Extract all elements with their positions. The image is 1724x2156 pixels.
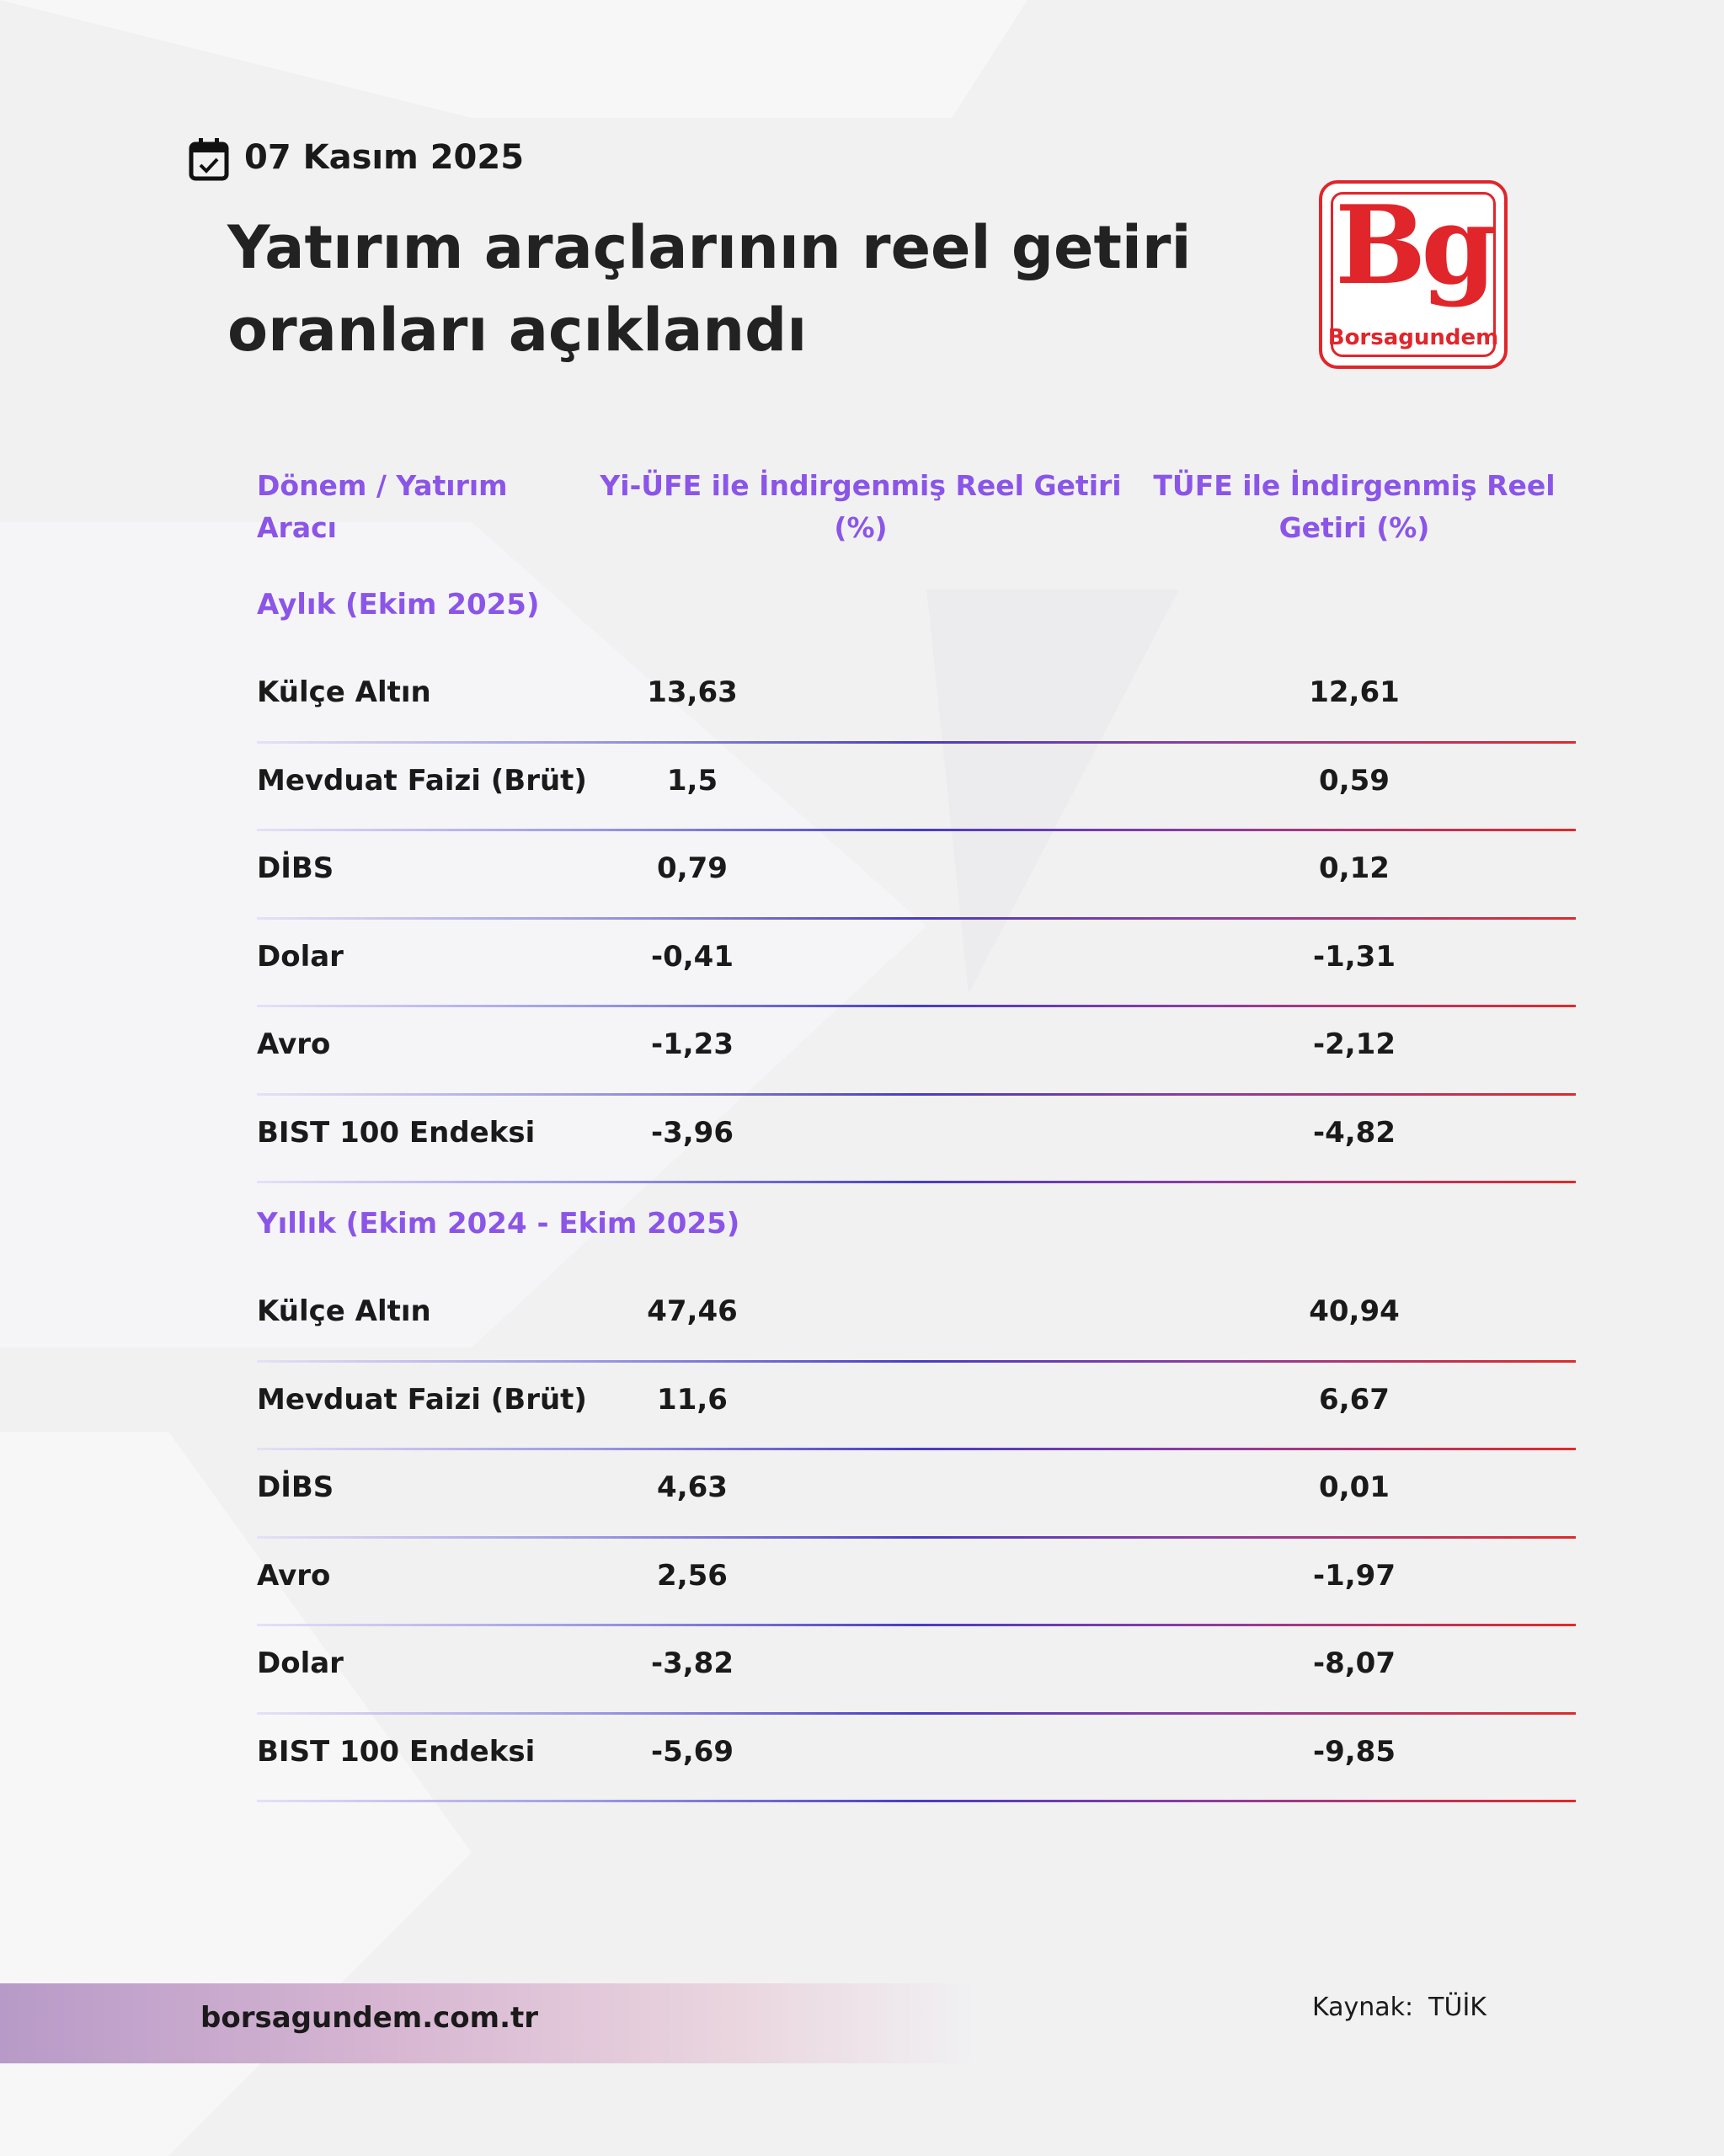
label-cell: BIST 100 Endeksi bbox=[257, 1734, 536, 1769]
table-section: Yıllık (Ekim 2024 - Ekim 2025) Külçe Altı… bbox=[257, 1158, 1576, 1802]
value-cell: 6,67 bbox=[1319, 1382, 1390, 1417]
row-divider bbox=[257, 1092, 1576, 1096]
row-divider bbox=[257, 1711, 1576, 1715]
table-row: Dolar -3,82 -8,07 bbox=[257, 1626, 1576, 1715]
value-cell: 0,59 bbox=[1319, 763, 1390, 798]
row-divider bbox=[257, 916, 1576, 920]
section-title: Aylık (Ekim 2025) bbox=[257, 588, 540, 622]
table-row: BIST 100 Endeksi -5,69 -9,85 bbox=[257, 1715, 1576, 1802]
logo: Bg Borsagundem bbox=[1319, 180, 1508, 369]
column-header: TÜFE ile İndirgenmiş Reel Getiri (%) bbox=[1153, 469, 1556, 544]
table-row: Avro 2,56 -1,97 bbox=[257, 1539, 1576, 1626]
label-cell: Avro bbox=[257, 1027, 331, 1061]
row-divider bbox=[257, 1005, 1576, 1007]
headline: Yatırım araçlarının reel getiri oranları… bbox=[227, 206, 1191, 371]
label-cell: Mevduat Faizi (Brüt) bbox=[257, 1382, 587, 1417]
label-cell: BIST 100 Endeksi bbox=[257, 1115, 536, 1150]
row-divider bbox=[257, 1181, 1576, 1183]
label-cell: Külçe Altın bbox=[257, 1294, 431, 1328]
value-cell: 0,01 bbox=[1319, 1470, 1390, 1504]
row-divider bbox=[257, 1800, 1576, 1802]
source-value: TÜİK bbox=[1428, 1993, 1486, 2022]
value-cell: 11,6 bbox=[657, 1382, 728, 1417]
table-row: Mevduat Faizi (Brüt) 11,6 6,67 bbox=[257, 1363, 1576, 1450]
label-cell: Mevduat Faizi (Brüt) bbox=[257, 763, 587, 798]
table-row: Dolar -0,41 -1,31 bbox=[257, 920, 1576, 1007]
value-cell: 0,12 bbox=[1319, 851, 1390, 885]
row-divider bbox=[257, 829, 1576, 831]
table-row: DİBS 4,63 0,01 bbox=[257, 1450, 1576, 1539]
row-divider bbox=[257, 1448, 1576, 1450]
table-section: Aylık (Ekim 2025) Külçe Altın 13,63 12,61 Me… bbox=[257, 539, 1576, 1183]
source-label: Kaynak: bbox=[1312, 1993, 1414, 2022]
label-cell: Külçe Altın bbox=[257, 675, 431, 709]
value-cell: -5,69 bbox=[651, 1734, 734, 1769]
label-cell: Dolar bbox=[257, 1646, 344, 1680]
logo-mark: Bg bbox=[1335, 183, 1497, 309]
value-cell: -9,85 bbox=[1313, 1734, 1396, 1769]
row-divider bbox=[257, 1535, 1576, 1539]
logo-name: Borsagundem bbox=[1327, 325, 1499, 350]
table-row: DİBS 0,79 0,12 bbox=[257, 831, 1576, 920]
label-cell: DİBS bbox=[257, 851, 334, 885]
value-cell: -2,12 bbox=[1313, 1027, 1396, 1061]
value-cell: 1,5 bbox=[666, 763, 718, 798]
value-cell: -3,96 bbox=[651, 1115, 734, 1150]
value-cell: -8,07 bbox=[1313, 1646, 1396, 1680]
table-row: BIST 100 Endeksi -3,96 -4,82 bbox=[257, 1096, 1576, 1183]
footer-band bbox=[0, 1983, 977, 2063]
table-row: Külçe Altın 47,46 40,94 bbox=[257, 1274, 1576, 1363]
value-cell: 47,46 bbox=[647, 1294, 738, 1328]
label-cell: Dolar bbox=[257, 939, 344, 974]
headline-line: Yatırım araçlarının reel getiri bbox=[227, 213, 1192, 282]
value-cell: -1,31 bbox=[1313, 939, 1396, 974]
value-cell: 13,63 bbox=[647, 675, 738, 709]
source: Kaynak: TÜİK bbox=[1312, 1993, 1486, 2022]
table-row: Avro -1,23 -2,12 bbox=[257, 1007, 1576, 1096]
value-cell: 2,56 bbox=[657, 1558, 728, 1593]
value-cell: 4,63 bbox=[657, 1470, 728, 1504]
table-row: Mevduat Faizi (Brüt) 1,5 0,59 bbox=[257, 744, 1576, 831]
value-cell: 0,79 bbox=[657, 851, 728, 885]
table-row: Külçe Altın 13,63 12,61 bbox=[257, 655, 1576, 744]
row-divider bbox=[257, 1359, 1576, 1363]
value-cell: 40,94 bbox=[1309, 1294, 1400, 1328]
label-cell: Avro bbox=[257, 1558, 331, 1593]
value-cell: -4,82 bbox=[1313, 1115, 1396, 1150]
section-title: Yıllık (Ekim 2024 - Ekim 2025) bbox=[257, 1207, 740, 1241]
row-divider bbox=[257, 740, 1576, 744]
website: borsagundem.com.tr bbox=[200, 2001, 539, 2035]
calendar-icon bbox=[189, 138, 229, 181]
logo-frame bbox=[1331, 192, 1496, 357]
date: 07 Kasım 2025 bbox=[244, 138, 525, 177]
value-cell: -0,41 bbox=[651, 939, 734, 974]
headline-line: oranları açıklandı bbox=[227, 296, 808, 365]
value-cell: 12,61 bbox=[1309, 675, 1400, 709]
column-header: Yi-ÜFE ile İndirgenmiş Reel Getiri (%) bbox=[600, 469, 1122, 544]
row-divider bbox=[257, 1624, 1576, 1626]
value-cell: -1,97 bbox=[1313, 1558, 1396, 1593]
value-cell: -3,82 bbox=[651, 1646, 734, 1680]
value-cell: -1,23 bbox=[651, 1027, 734, 1061]
label-cell: DİBS bbox=[257, 1470, 334, 1504]
column-header: Dönem / Yatırım Aracı bbox=[257, 469, 508, 544]
